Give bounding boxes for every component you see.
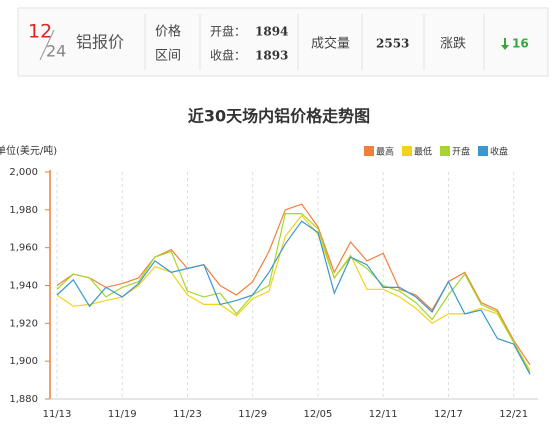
legend-label: 最高 — [376, 146, 394, 158]
panel-title: 铝报价 — [76, 33, 124, 52]
label: 涨跌 — [440, 36, 466, 52]
y-tick-label: 1,900 — [9, 356, 38, 367]
series-line — [56, 214, 531, 371]
value: 2553 — [376, 37, 409, 51]
x-tick-label: 12/21 — [499, 409, 528, 420]
y-tick-label: 2,000 — [9, 167, 38, 178]
x-tick-label: 12/05 — [304, 409, 333, 420]
day: 24 — [46, 42, 66, 61]
label: 成交量 — [311, 36, 350, 52]
legend-swatch — [364, 146, 374, 156]
series-line — [56, 203, 531, 366]
y-tick-label: 1,940 — [9, 281, 38, 292]
label: 区间 — [155, 49, 181, 64]
change: 16 — [512, 37, 529, 51]
chart-title: 近30天场内铝价格走势图 — [188, 107, 370, 126]
y-axis-label: 单位(美元/吨) — [0, 144, 57, 157]
x-tick-label: 11/29 — [238, 409, 267, 420]
legend-swatch — [478, 146, 488, 156]
legend-swatch — [402, 146, 412, 156]
down-arrow — [501, 38, 509, 50]
label: 价格 — [155, 24, 181, 40]
y-tick-label: 1,920 — [9, 318, 38, 329]
y-tick-label: 1,980 — [9, 205, 38, 216]
x-tick-label: 11/13 — [43, 409, 72, 420]
series-line — [56, 213, 531, 373]
x-tick-label: 12/17 — [434, 409, 463, 420]
month: 12 — [28, 21, 52, 43]
x-tick-label: 11/23 — [173, 409, 202, 420]
label: 收盘： — [210, 48, 246, 63]
slash — [39, 29, 55, 61]
legend-swatch — [440, 146, 450, 156]
quote-panel — [17, 7, 549, 77]
x-tick-label: 12/11 — [369, 409, 398, 420]
series-line — [56, 220, 531, 375]
legend-label: 最低 — [414, 146, 432, 158]
value: 1894 — [255, 25, 288, 39]
y-tick-label: 1,880 — [9, 394, 38, 405]
y-tick-label: 1,960 — [9, 243, 38, 254]
legend-label: 开盘 — [452, 146, 470, 158]
dividers — [144, 14, 485, 70]
x-tick-label: 11/19 — [108, 409, 137, 420]
label: 开盘： — [210, 24, 246, 39]
legend-label: 收盘 — [490, 146, 508, 158]
value: 1893 — [255, 49, 288, 63]
